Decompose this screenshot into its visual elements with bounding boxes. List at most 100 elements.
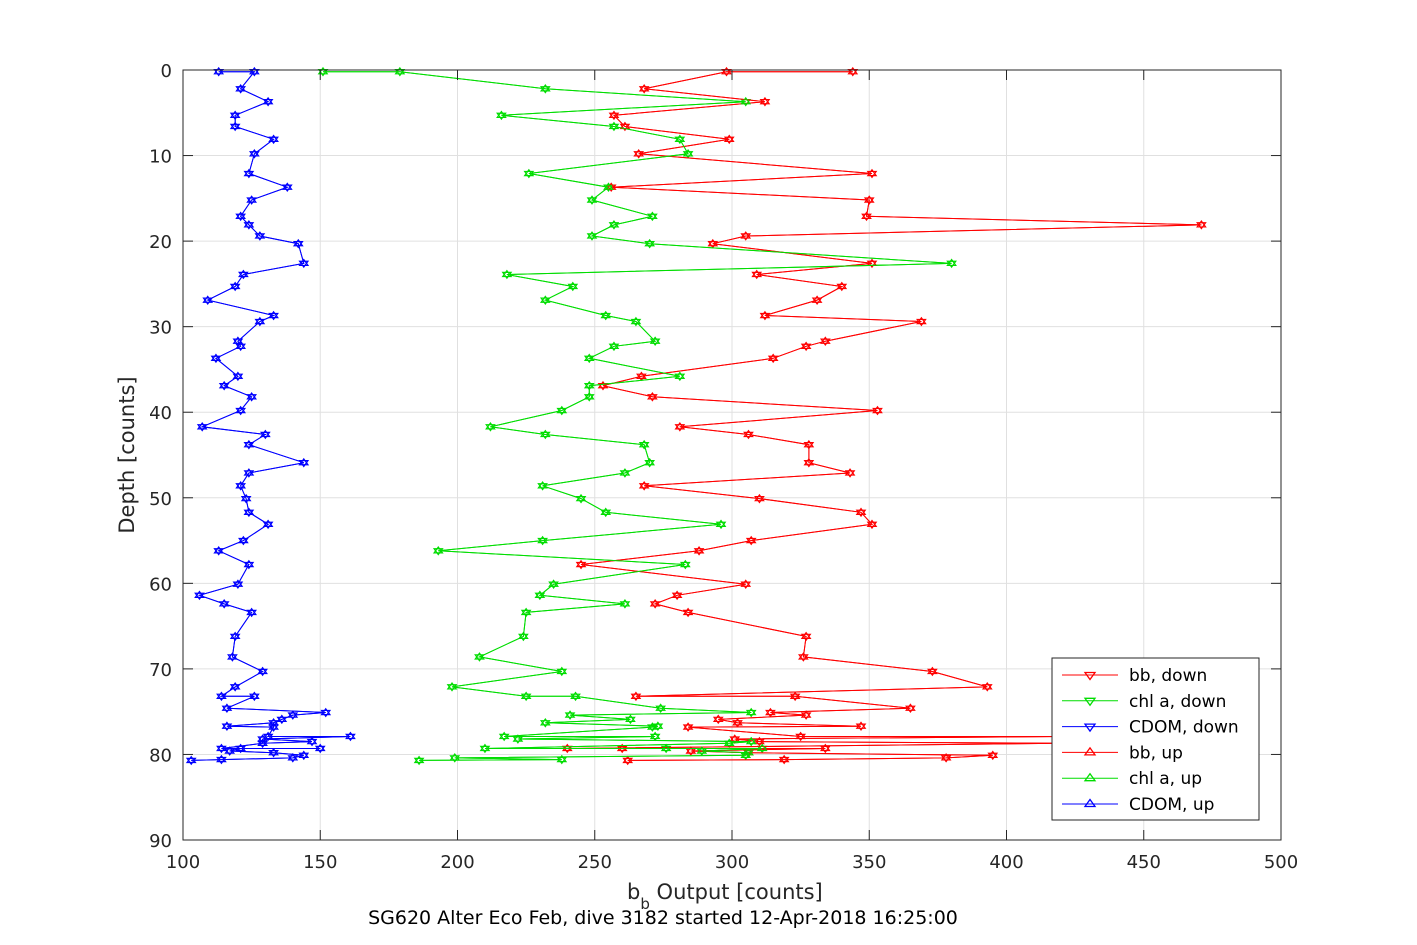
- y-tick-label: 10: [149, 147, 172, 168]
- data-point-marker: [946, 258, 957, 267]
- data-point-marker: [800, 631, 812, 640]
- legend-marker: [1083, 697, 1097, 707]
- data-point-marker: [413, 757, 425, 766]
- data-point-marker: [625, 714, 636, 723]
- data-point-marker: [523, 170, 535, 179]
- data-point-marker: [778, 756, 790, 765]
- data-point-marker: [221, 721, 233, 729]
- legend-label: bb, down: [1129, 666, 1207, 686]
- x-tick-label: 400: [989, 852, 1023, 873]
- data-point-marker: [556, 756, 568, 765]
- data-point-marker: [583, 353, 595, 362]
- data-point-marker: [512, 734, 524, 742]
- data-point-marker: [644, 238, 656, 247]
- data-point-marker: [498, 731, 510, 740]
- data-point-marker: [927, 666, 938, 675]
- data-point-marker: [254, 316, 266, 325]
- data-point-marker: [446, 682, 458, 690]
- y-tick-label: 20: [149, 232, 172, 253]
- data-point-marker: [249, 66, 260, 75]
- data-point-marker: [707, 240, 719, 249]
- data-point-marker: [432, 546, 444, 554]
- data-point-marker: [767, 355, 779, 364]
- data-point-marker: [298, 457, 310, 466]
- data-point-marker: [940, 755, 952, 763]
- data-point-marker: [235, 84, 247, 92]
- data-point-marker: [729, 736, 741, 744]
- data-point-marker: [649, 599, 661, 607]
- legend-marker: [1083, 671, 1097, 681]
- series-line: [567, 71, 1202, 761]
- data-point-marker: [800, 712, 812, 720]
- data-point-marker: [682, 151, 694, 159]
- data-point-marker: [987, 752, 999, 761]
- data-point-marker: [268, 134, 279, 142]
- data-point-marker: [216, 754, 227, 763]
- data-point-marker: [202, 295, 214, 303]
- data-point-marker: [262, 731, 274, 740]
- data-point-marker: [800, 341, 812, 350]
- data-point-marker: [674, 424, 686, 432]
- data-point-marker: [229, 112, 241, 121]
- data-point-marker: [539, 295, 551, 303]
- data-point-marker: [866, 168, 878, 177]
- data-point-marker: [246, 609, 257, 618]
- data-point-marker: [583, 383, 595, 391]
- data-point-marker: [795, 731, 806, 740]
- data-point-marker: [449, 755, 461, 763]
- data-point-marker: [235, 483, 247, 491]
- data-point-marker: [638, 483, 650, 491]
- data-point-marker: [196, 421, 208, 430]
- data-point-marker: [298, 750, 310, 758]
- data-point-marker: [243, 220, 255, 228]
- data-point-marker: [246, 394, 257, 402]
- legend-item-bb-down: bb, down: [1062, 666, 1207, 686]
- data-point-marker: [306, 736, 318, 745]
- data-point-marker: [216, 691, 227, 699]
- series-line: [191, 71, 351, 761]
- data-point-marker: [548, 581, 559, 589]
- data-point-marker: [238, 269, 249, 278]
- data-point-marker: [916, 316, 927, 325]
- data-point-marker: [608, 341, 620, 350]
- data-point-marker: [232, 579, 244, 587]
- data-point-marker: [246, 195, 257, 203]
- data-point-marker: [940, 753, 952, 761]
- legend-item-cdom-up: CDOM, up: [1062, 795, 1214, 815]
- data-point-marker: [292, 238, 304, 247]
- x-tick-label: 100: [166, 852, 200, 873]
- data-point-marker: [229, 281, 241, 290]
- data-point-marker: [638, 84, 650, 92]
- data-point-marker: [268, 310, 279, 319]
- data-point-marker: [235, 213, 247, 222]
- data-point-marker: [320, 709, 332, 718]
- y-tick-label: 40: [149, 403, 172, 424]
- data-point-marker: [740, 96, 752, 105]
- data-point-marker: [638, 480, 650, 489]
- series-cdom-up: [185, 66, 356, 764]
- data-point-marker: [715, 521, 727, 530]
- data-point-marker: [765, 707, 776, 716]
- y-tick-label: 0: [161, 61, 172, 82]
- data-point-marker: [243, 468, 255, 476]
- data-point-marker: [259, 429, 271, 438]
- data-point-marker: [221, 703, 233, 711]
- data-point-marker: [1196, 222, 1207, 230]
- data-point-marker: [740, 579, 752, 587]
- data-point-marker: [235, 211, 247, 219]
- data-point-marker: [556, 405, 568, 414]
- data-point-marker: [866, 521, 878, 530]
- data-point-marker: [257, 666, 268, 675]
- data-point-marker: [789, 693, 801, 702]
- data-point-marker: [583, 380, 595, 389]
- data-point-marker: [474, 652, 485, 660]
- legend-box: [1051, 657, 1260, 821]
- data-point-marker: [479, 743, 491, 752]
- data-point-marker: [751, 269, 763, 278]
- data-point-marker: [227, 652, 238, 660]
- data-point-marker: [721, 66, 732, 75]
- data-point-marker: [671, 590, 683, 598]
- data-point-marker: [778, 754, 790, 763]
- data-point-marker: [539, 86, 551, 94]
- data-point-marker: [257, 734, 268, 742]
